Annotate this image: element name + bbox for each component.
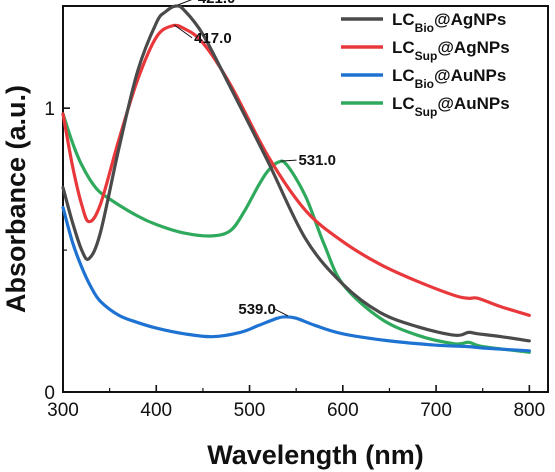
x-axis-title: Wavelength (nm) [207, 440, 424, 470]
legend-label-3: LCSup@AuNPs [392, 94, 510, 119]
legend-label-0: LCBio@AgNPs [392, 10, 506, 35]
tick-marks [62, 107, 531, 393]
legend-label-main: LC [392, 38, 415, 57]
legend-label-rest: @AuNPs [437, 94, 509, 113]
x-tick-label-600: 600 [327, 400, 359, 421]
x-tick-label-500: 500 [234, 400, 266, 421]
legend: LCBio@AgNPsLCSup@AgNPsLCBio@AuNPsLCSup@A… [341, 10, 510, 119]
legend-label-main: LC [392, 10, 415, 29]
annotation-label-417.0: 417.0 [194, 30, 232, 47]
legend-label-main: LC [392, 94, 415, 113]
annotation-label-531.0: 531.0 [298, 152, 336, 169]
annotation-leader-531.0 [280, 159, 297, 162]
series-line-0 [61, 4, 531, 343]
legend-label-subscript: Sup [415, 105, 438, 119]
annotation-label-539.0: 539.0 [238, 301, 276, 318]
annotation-leader-417.0 [173, 24, 193, 39]
legend-label-subscript: Sup [415, 49, 438, 63]
x-tick-label-400: 400 [140, 400, 172, 421]
legend-label-rest: @AuNPs [434, 66, 506, 85]
legend-label-main: LC [392, 66, 415, 85]
legend-label-subscript: Bio [415, 77, 434, 91]
x-tick-label-700: 700 [420, 400, 452, 421]
y-tick-label-0: 0 [44, 383, 55, 404]
legend-label-rest: @AgNPs [434, 10, 506, 29]
y-tick-label-1: 1 [44, 99, 55, 120]
annotation-leader-421.0 [177, 0, 193, 6]
legend-label-1: LCSup@AgNPs [392, 38, 510, 63]
plot-frame [62, 5, 549, 393]
tick-labels: 300 400 500 600 700 800 0 1 [44, 99, 545, 421]
legend-label-rest: @AgNPs [437, 38, 509, 57]
axes-frame [62, 5, 549, 393]
legend-label-subscript: Bio [415, 21, 434, 35]
y-axis-title: Absorbance (a.u.) [1, 85, 31, 313]
legend-label-2: LCBio@AuNPs [392, 66, 506, 91]
series-lines [61, 4, 531, 354]
series-line-2 [61, 205, 531, 353]
annotation-leader-539.0 [273, 308, 289, 317]
peak-annotations: 421.0 417.0 531.0 539.0 [173, 0, 336, 318]
annotation-label-421.0: 421.0 [198, 0, 236, 7]
x-tick-label-800: 800 [513, 400, 545, 421]
x-tick-label-300: 300 [47, 400, 79, 421]
